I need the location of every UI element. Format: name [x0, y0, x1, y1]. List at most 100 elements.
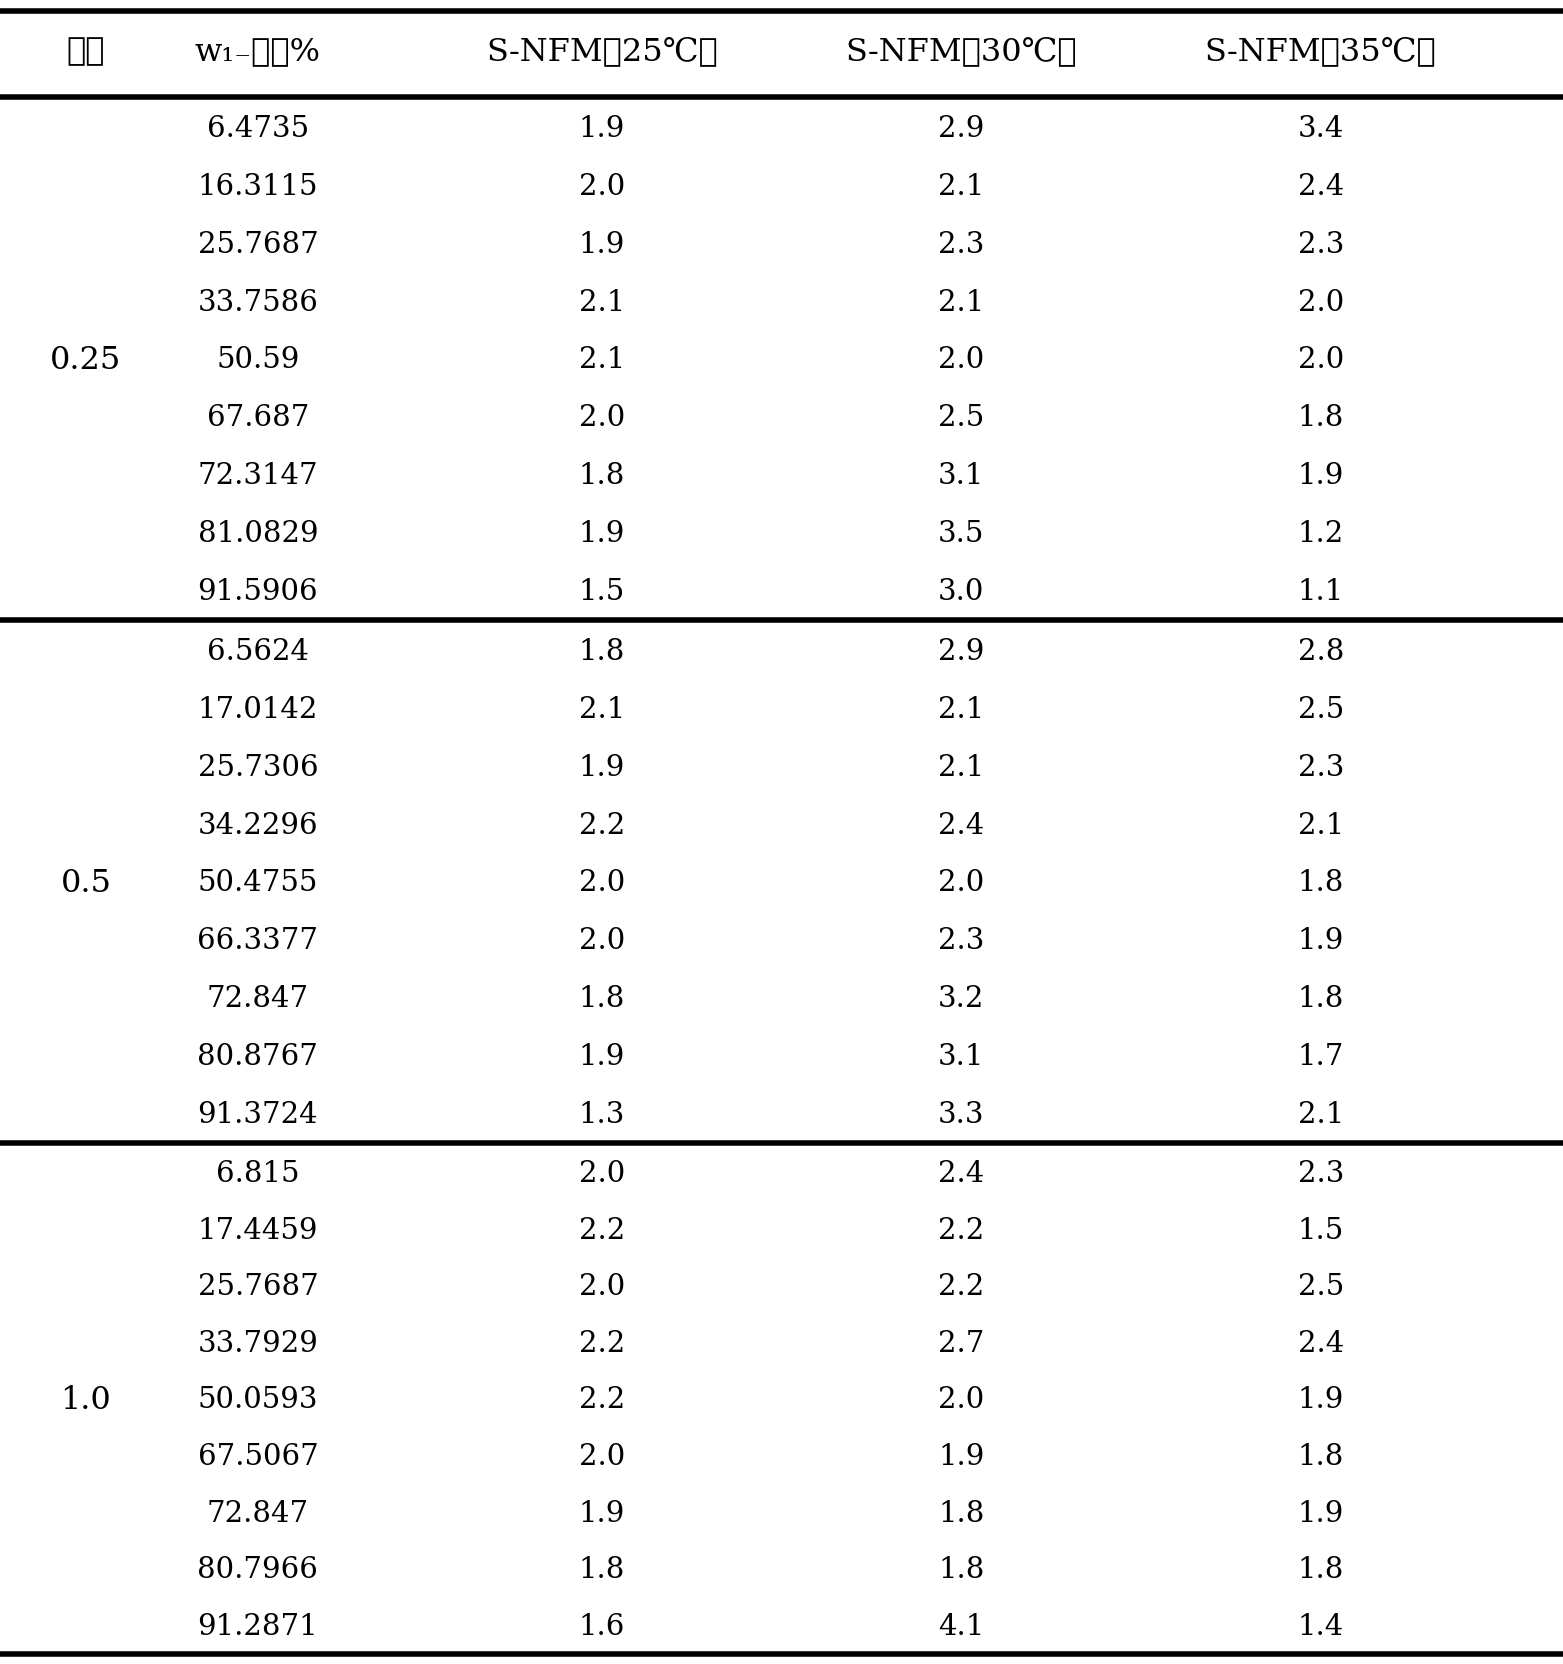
Text: 1.3: 1.3 — [578, 1100, 625, 1128]
Text: 1.9: 1.9 — [578, 519, 625, 547]
Text: 72.847: 72.847 — [206, 1499, 309, 1526]
Text: 1.5: 1.5 — [1297, 1216, 1344, 1245]
Text: 2.0: 2.0 — [578, 1273, 625, 1301]
Text: 33.7586: 33.7586 — [197, 288, 319, 316]
Text: 34.2296: 34.2296 — [197, 810, 319, 839]
Text: 3.0: 3.0 — [938, 577, 985, 606]
Text: 1.9: 1.9 — [578, 1043, 625, 1070]
Text: w₁₋己烯%: w₁₋己烯% — [195, 37, 320, 68]
Text: 50.4755: 50.4755 — [197, 869, 319, 897]
Text: 33.7929: 33.7929 — [197, 1330, 319, 1358]
Text: 1.0: 1.0 — [61, 1384, 111, 1414]
Text: 2.3: 2.3 — [1297, 1160, 1344, 1188]
Text: 2.2: 2.2 — [578, 810, 625, 839]
Text: 1.9: 1.9 — [578, 231, 625, 258]
Text: 1.9: 1.9 — [578, 115, 625, 143]
Text: 91.5906: 91.5906 — [197, 577, 319, 606]
Text: 16.3115: 16.3115 — [197, 173, 319, 201]
Text: 3.1: 3.1 — [938, 463, 985, 489]
Text: 2.0: 2.0 — [938, 1386, 985, 1414]
Text: 1.9: 1.9 — [1297, 463, 1344, 489]
Text: 2.1: 2.1 — [938, 288, 985, 316]
Text: 0.25: 0.25 — [50, 344, 122, 376]
Text: 2.0: 2.0 — [1297, 288, 1344, 316]
Text: 17.4459: 17.4459 — [197, 1216, 319, 1245]
Text: 3.1: 3.1 — [938, 1043, 985, 1070]
Text: S-NFM（35℃）: S-NFM（35℃） — [1205, 37, 1436, 68]
Text: 1.8: 1.8 — [1297, 1556, 1344, 1582]
Text: 2.1: 2.1 — [578, 346, 625, 374]
Text: 1.8: 1.8 — [578, 463, 625, 489]
Text: 67.687: 67.687 — [206, 404, 309, 433]
Text: 2.1: 2.1 — [938, 696, 985, 724]
Text: 2.0: 2.0 — [578, 869, 625, 897]
Text: 1.9: 1.9 — [1297, 927, 1344, 955]
Text: 1.8: 1.8 — [578, 985, 625, 1013]
Text: 1.1: 1.1 — [1297, 577, 1344, 606]
Text: 2.0: 2.0 — [1297, 346, 1344, 374]
Text: 1.8: 1.8 — [1297, 985, 1344, 1013]
Text: 1.5: 1.5 — [578, 577, 625, 606]
Text: 25.7306: 25.7306 — [197, 754, 319, 782]
Text: 2.0: 2.0 — [578, 1160, 625, 1188]
Text: 2.0: 2.0 — [938, 869, 985, 897]
Text: 1.8: 1.8 — [1297, 1443, 1344, 1471]
Text: 1.7: 1.7 — [1297, 1043, 1344, 1070]
Text: 1.9: 1.9 — [578, 754, 625, 782]
Text: 91.3724: 91.3724 — [197, 1100, 319, 1128]
Text: 2.1: 2.1 — [578, 288, 625, 316]
Text: 2.4: 2.4 — [938, 1160, 985, 1188]
Text: 2.2: 2.2 — [578, 1330, 625, 1358]
Text: 3.3: 3.3 — [938, 1100, 985, 1128]
Text: 50.0593: 50.0593 — [197, 1386, 319, 1414]
Text: 25.7687: 25.7687 — [197, 1273, 319, 1301]
Text: 17.0142: 17.0142 — [197, 696, 319, 724]
Text: 2.2: 2.2 — [938, 1273, 985, 1301]
Text: 2.3: 2.3 — [938, 231, 985, 258]
Text: 72.3147: 72.3147 — [197, 463, 319, 489]
Text: 2.1: 2.1 — [938, 173, 985, 201]
Text: 1.8: 1.8 — [1297, 869, 1344, 897]
Text: 2.2: 2.2 — [578, 1216, 625, 1245]
Text: 91.2871: 91.2871 — [197, 1612, 319, 1639]
Text: 2.1: 2.1 — [1297, 810, 1344, 839]
Text: 1.8: 1.8 — [578, 1556, 625, 1582]
Text: S-NFM（25℃）: S-NFM（25℃） — [486, 37, 717, 68]
Text: 6.5624: 6.5624 — [206, 637, 309, 666]
Text: 1.4: 1.4 — [1297, 1612, 1344, 1639]
Text: 1.8: 1.8 — [938, 1499, 985, 1526]
Text: 2.2: 2.2 — [938, 1216, 985, 1245]
Text: 1.8: 1.8 — [578, 637, 625, 666]
Text: 2.9: 2.9 — [938, 637, 985, 666]
Text: 1.9: 1.9 — [1297, 1499, 1344, 1526]
Text: 1.9: 1.9 — [938, 1443, 985, 1471]
Text: S-NFM（30℃）: S-NFM（30℃） — [846, 37, 1077, 68]
Text: 2.3: 2.3 — [1297, 231, 1344, 258]
Text: 2.4: 2.4 — [938, 810, 985, 839]
Text: 80.8767: 80.8767 — [197, 1043, 319, 1070]
Text: 2.3: 2.3 — [938, 927, 985, 955]
Text: 25.7687: 25.7687 — [197, 231, 319, 258]
Text: 80.7966: 80.7966 — [197, 1556, 319, 1582]
Text: 4.1: 4.1 — [938, 1612, 985, 1639]
Text: 50.59: 50.59 — [216, 346, 300, 374]
Text: 2.1: 2.1 — [1297, 1100, 1344, 1128]
Text: 2.0: 2.0 — [578, 404, 625, 433]
Text: 2.0: 2.0 — [578, 927, 625, 955]
Text: 1.6: 1.6 — [578, 1612, 625, 1639]
Text: 2.2: 2.2 — [578, 1386, 625, 1414]
Text: 2.4: 2.4 — [1297, 173, 1344, 201]
Text: 0.5: 0.5 — [61, 867, 111, 899]
Text: 2.3: 2.3 — [1297, 754, 1344, 782]
Text: 1.8: 1.8 — [1297, 404, 1344, 433]
Text: 2.0: 2.0 — [578, 1443, 625, 1471]
Text: 6.4735: 6.4735 — [206, 115, 309, 143]
Text: 2.4: 2.4 — [1297, 1330, 1344, 1358]
Text: 67.5067: 67.5067 — [197, 1443, 319, 1471]
Text: 3.4: 3.4 — [1297, 115, 1344, 143]
Text: 2.8: 2.8 — [1297, 637, 1344, 666]
Text: 1.2: 1.2 — [1297, 519, 1344, 547]
Text: 2.1: 2.1 — [578, 696, 625, 724]
Text: 3.5: 3.5 — [938, 519, 985, 547]
Text: 1.9: 1.9 — [578, 1499, 625, 1526]
